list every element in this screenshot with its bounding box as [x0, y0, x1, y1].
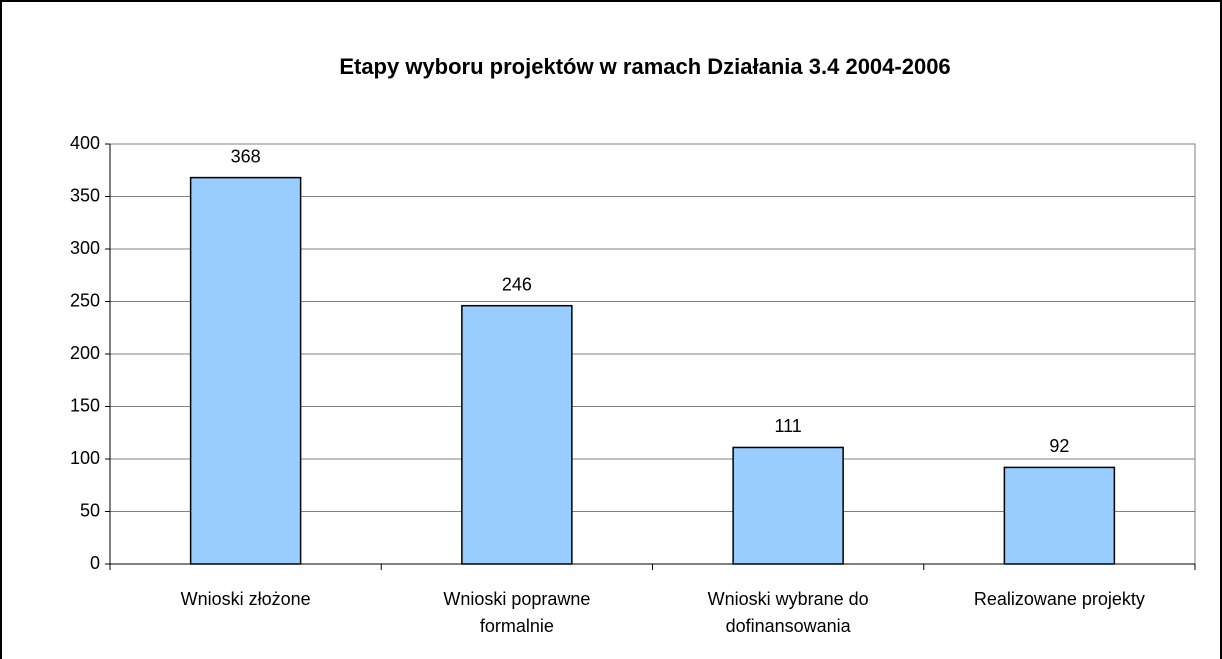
y-tick-label: 0	[90, 553, 100, 573]
x-tick-label: Realizowane projekty	[973, 589, 1145, 609]
x-tick-label: Wnioski poprawne formalnie	[443, 589, 591, 636]
y-tick-label: 350	[70, 185, 100, 205]
data-label: 111	[774, 416, 801, 436]
y-tick-label: 50	[80, 500, 100, 520]
bar	[1003, 466, 1116, 565]
y-tick-label: 150	[70, 395, 100, 415]
bar	[732, 446, 844, 565]
chart-title: Etapy wyboru projektów w ramach Działani…	[339, 54, 950, 79]
y-tick-label: 300	[70, 238, 100, 258]
y-tick-label: 200	[70, 343, 100, 363]
x-tick-label: Wnioski złożone	[180, 589, 311, 609]
bar	[461, 304, 573, 565]
bar	[189, 176, 302, 565]
data-label: 92	[1049, 436, 1069, 456]
data-label: 368	[231, 146, 261, 166]
y-tick-label: 250	[70, 290, 100, 310]
y-tick-label: 100	[70, 448, 100, 468]
data-label: 246	[502, 274, 532, 294]
y-tick-label: 400	[70, 133, 100, 153]
x-tick-label: Wnioski wybrane do dofinansowania	[707, 589, 869, 636]
